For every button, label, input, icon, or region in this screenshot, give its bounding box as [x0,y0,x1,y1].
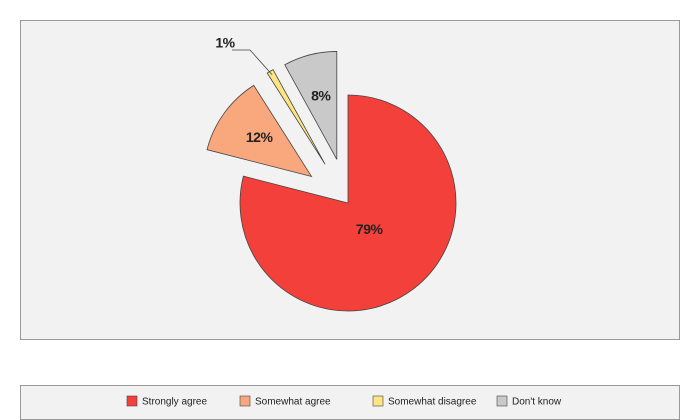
data-label: 8% [311,87,331,103]
data-label: 1% [215,35,235,51]
legend-swatch [126,395,138,407]
legend-swatch [496,395,508,407]
legend-label: Don't know [512,397,562,408]
pie-slice [266,69,326,165]
legend-swatch [372,395,384,407]
data-label: 79% [356,221,384,237]
pie-slice [239,94,457,312]
pie-slice [284,51,338,160]
data-label: 12% [246,129,274,145]
legend-label: Somewhat disagree [388,397,477,408]
legend-label: Strongly agree [142,397,207,408]
legend-label: Somewhat agree [255,397,331,408]
pie-slice [206,84,313,178]
legend-box [20,385,680,420]
leader-line [232,49,273,76]
legend-swatch [239,395,251,407]
